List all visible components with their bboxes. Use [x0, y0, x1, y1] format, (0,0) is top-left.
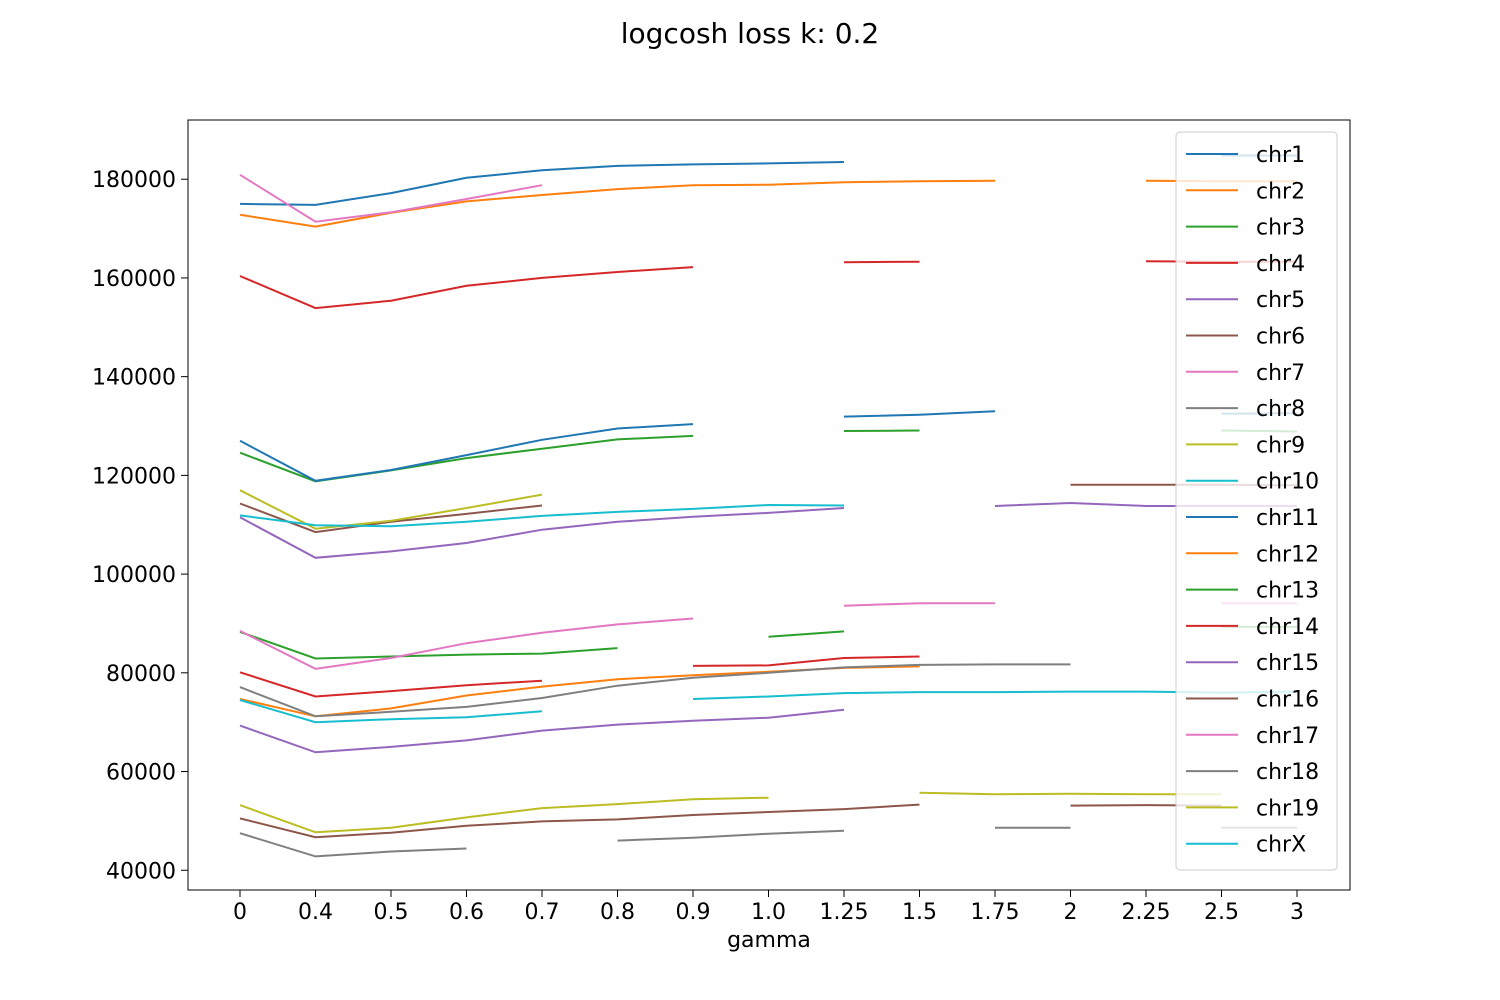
series-line-chr7 [239, 173, 543, 223]
series-line-chr11 [239, 423, 694, 482]
y-tick-label: 100000 [92, 563, 176, 588]
x-axis-ticks: 0 0.4 0.5 0.6 0.7 0.8 0.9 1.0 1.25 1.5 1.75 2 2.25 2.… [233, 890, 1304, 925]
x-tick-label: 3 [1290, 900, 1304, 925]
series-line-chr17 [843, 602, 995, 607]
series-line-chr16 [239, 803, 920, 839]
x-tick-label: 2.5 [1204, 900, 1239, 925]
series-line-chr13 [239, 630, 618, 660]
x-tick-label: 2 [1064, 900, 1078, 925]
x-tick-label: 1.0 [751, 900, 786, 925]
series-line-chr10 [239, 503, 845, 528]
x-tick-label: 2.25 [1122, 900, 1171, 925]
legend-label: chr5 [1256, 288, 1305, 313]
legend-label: chrX [1256, 833, 1306, 858]
x-tick-label: 0.9 [676, 900, 711, 925]
x-tick-label: 1.5 [902, 900, 937, 925]
series-line-chr3 [239, 434, 694, 483]
legend-label: chr19 [1256, 796, 1319, 821]
y-tick-label: 180000 [92, 168, 176, 193]
series-line-chr13 [768, 630, 845, 638]
legend-label: chr6 [1256, 325, 1305, 350]
legend-label: chr13 [1256, 579, 1319, 604]
legend-label: chr2 [1256, 179, 1305, 204]
legend-box [1175, 131, 1338, 871]
y-tick-label: 40000 [106, 859, 176, 884]
y-tick-label: 120000 [92, 464, 176, 489]
series-line-segment [239, 832, 467, 858]
y-tick-label: 140000 [92, 366, 176, 391]
series-line-chr18 [239, 663, 1071, 718]
x-tick-label: 0.8 [600, 900, 635, 925]
series-line-chr14 [239, 671, 543, 698]
y-tick-label: 60000 [106, 761, 176, 786]
series-lines [239, 154, 1298, 858]
x-tick-label: 1.25 [820, 900, 869, 925]
series-line-chr3 [843, 429, 920, 432]
legend-label: chr14 [1256, 615, 1319, 640]
legend-label: chr7 [1256, 361, 1305, 386]
series-line-chr19 [919, 791, 1222, 796]
x-tick-label: 0.5 [374, 900, 409, 925]
series-line-chr5 [239, 507, 845, 559]
series-line-chr1 [239, 161, 845, 206]
series-line-chr4 [843, 260, 920, 264]
plot-frame [187, 119, 1351, 891]
series-line-chr11 [843, 410, 996, 418]
series-line-chr14 [692, 655, 920, 667]
legend-label: chr4 [1256, 252, 1305, 277]
legend-label: chr17 [1256, 724, 1319, 749]
series-line-chr19 [239, 796, 769, 834]
series-line-segment [617, 829, 845, 842]
legend-label: chr11 [1256, 506, 1319, 531]
legend-label: chr16 [1256, 688, 1319, 713]
legend-label: chr3 [1256, 216, 1305, 241]
legend: chr1 chr2 chr3 chr4 chr5 chr6 chr7 chr8 chr9 chr1… [1175, 131, 1338, 871]
y-axis-ticks: 40000 60000 80000 100000 120000 140000 160000 1… [92, 168, 188, 884]
legend-label: chr1 [1256, 143, 1305, 168]
y-tick-label: 80000 [106, 662, 176, 687]
series-line-chrX [239, 699, 543, 724]
x-axis-label: gamma [727, 928, 811, 953]
series-line-chr6 [239, 502, 543, 534]
legend-label: chr18 [1256, 760, 1319, 785]
x-tick-label: 0.4 [298, 900, 333, 925]
x-tick-label: 0.6 [449, 900, 484, 925]
series-line-chr2 [239, 179, 996, 228]
y-tick-label: 160000 [92, 267, 176, 292]
legend-label: chr9 [1256, 433, 1305, 458]
x-tick-label: 0.7 [525, 900, 560, 925]
legend-label: chr8 [1256, 397, 1305, 422]
series-line-chr17 [239, 617, 694, 670]
series-line-chr9 [239, 489, 543, 530]
x-tick-label: 1.75 [971, 900, 1020, 925]
series-line-chr15 [239, 708, 845, 754]
legend-label: chr12 [1256, 542, 1319, 567]
series-line-chr4 [239, 266, 694, 310]
legend-label: chr10 [1256, 470, 1319, 495]
x-tick-label: 0 [233, 900, 247, 925]
chart-title: logcosh loss k: 0.2 [621, 17, 880, 50]
legend-label: chr15 [1256, 651, 1319, 676]
